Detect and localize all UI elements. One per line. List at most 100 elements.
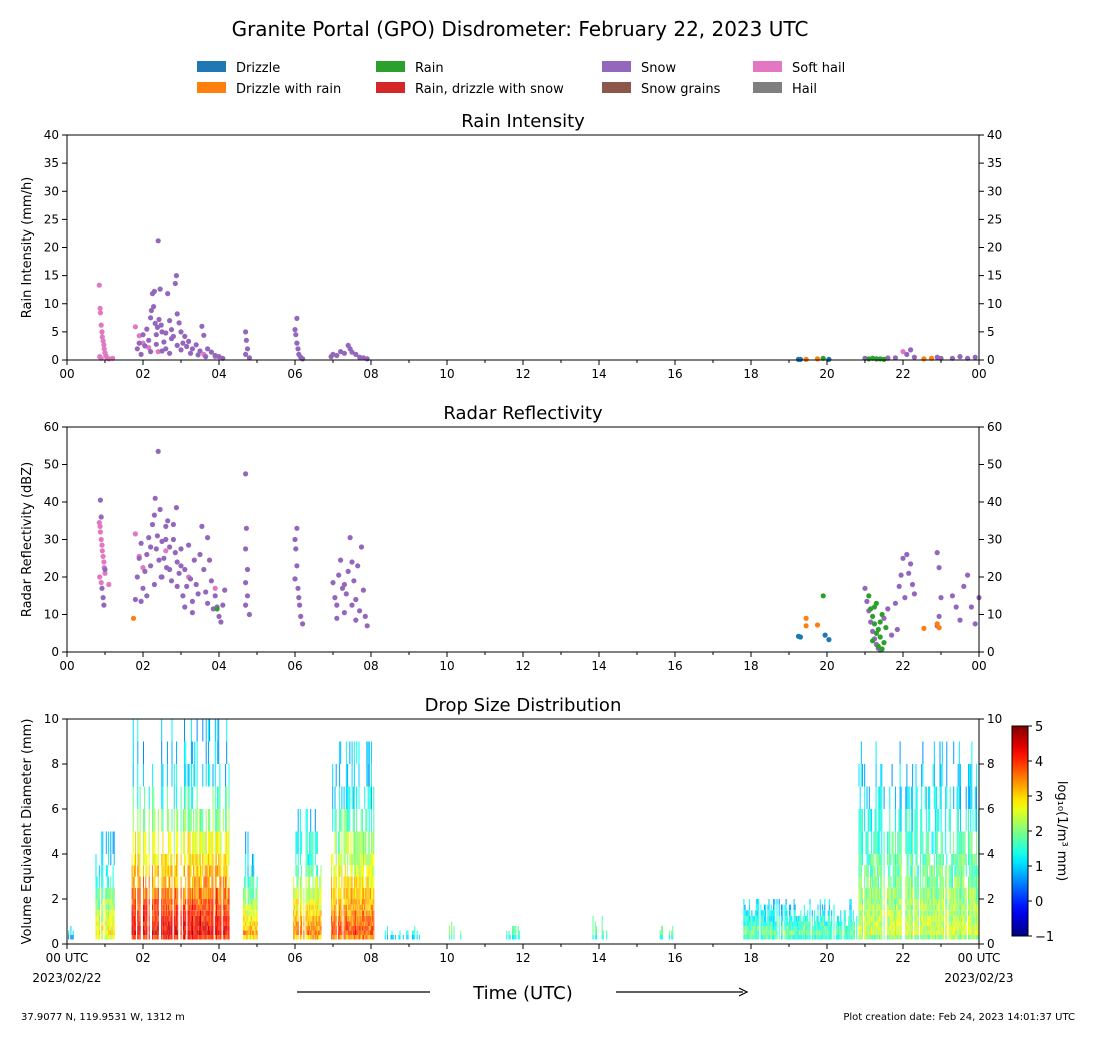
heatmap-cell — [357, 904, 359, 911]
heatmap-cell — [341, 935, 343, 940]
heatmap-cell — [360, 915, 362, 922]
data-point — [182, 566, 188, 573]
heatmap-cell — [138, 915, 140, 922]
heatmap-cell — [225, 876, 227, 888]
heatmap-cell — [897, 876, 899, 888]
heatmap-cell — [165, 865, 167, 877]
heatmap-cell — [315, 926, 317, 931]
heatmap-cell — [831, 910, 833, 916]
heatmap-cell — [945, 935, 947, 940]
heatmap-cell — [334, 921, 336, 926]
heatmap-cell — [938, 930, 940, 935]
heatmap-cell — [451, 935, 453, 940]
heatmap-cell — [154, 865, 156, 877]
heatmap-cell — [201, 865, 203, 877]
heatmap-cell — [197, 904, 199, 911]
heatmap-cell — [962, 930, 964, 935]
heatmap-cell — [297, 876, 299, 888]
heatmap-cell — [177, 926, 179, 931]
heatmap-cell — [320, 899, 322, 905]
heatmap-cell — [906, 904, 908, 911]
heatmap-cell — [858, 809, 860, 832]
heatmap-cell — [138, 887, 140, 900]
heatmap-cell — [933, 865, 935, 877]
heatmap-cell — [807, 926, 809, 931]
heatmap-cell — [358, 915, 360, 922]
heatmap-cell — [132, 910, 134, 916]
heatmap-cell — [228, 899, 230, 905]
heatmap-cell — [769, 930, 771, 935]
heatmap-cell — [209, 921, 211, 926]
heatmap-cell — [359, 930, 361, 935]
heatmap-cell — [879, 786, 881, 809]
heatmap-cell — [313, 915, 315, 922]
heatmap-cell — [135, 915, 136, 922]
heatmap-cell — [293, 926, 295, 931]
heatmap-cell — [797, 926, 798, 931]
heatmap-cell — [196, 786, 198, 809]
heatmap-cell — [152, 935, 154, 940]
heatmap-cell — [907, 865, 909, 877]
heatmap-cell — [924, 876, 926, 888]
heatmap-cell — [347, 865, 349, 877]
heatmap-cell — [660, 930, 662, 935]
heatmap-cell — [108, 887, 109, 900]
heatmap-cell — [962, 910, 964, 916]
heatmap-cell — [963, 904, 965, 911]
heatmap-cell — [860, 809, 862, 832]
heatmap-cell — [976, 915, 977, 922]
heatmap-cell — [320, 915, 322, 922]
heatmap-cell — [364, 915, 366, 922]
heatmap-cell — [940, 786, 942, 809]
heatmap-cell — [104, 910, 106, 916]
heatmap-cell — [866, 831, 868, 854]
heatmap-cell — [865, 921, 867, 926]
heatmap-cell — [299, 887, 301, 900]
heatmap-cell — [952, 915, 953, 922]
heatmap-cell — [908, 910, 910, 916]
heatmap-cell — [893, 926, 895, 931]
heatmap-cell — [746, 921, 748, 926]
colorbar-tick-label: 0 — [1035, 895, 1043, 910]
heatmap-cell — [318, 915, 320, 922]
x-tick-label: 22 — [895, 367, 910, 381]
heatmap-cell — [920, 854, 922, 866]
heatmap-cell — [372, 899, 374, 905]
heatmap-cell — [749, 930, 751, 935]
heatmap-cell — [865, 930, 867, 935]
heatmap-cell — [312, 899, 314, 905]
heatmap-cell — [866, 865, 868, 877]
data-point — [871, 621, 878, 627]
heatmap-cell — [155, 926, 157, 931]
heatmap-cell — [372, 854, 374, 866]
heatmap-cell — [318, 899, 320, 905]
heatmap-cell — [182, 899, 184, 905]
heatmap-cell — [332, 930, 334, 935]
heatmap-cell — [355, 910, 356, 916]
heatmap-cell — [363, 935, 364, 940]
heatmap-cell — [887, 904, 888, 911]
heatmap-cell — [339, 854, 341, 866]
heatmap-cell — [335, 935, 337, 940]
heatmap-cell — [922, 915, 924, 922]
heatmap-cell — [317, 887, 318, 900]
heatmap-cell — [958, 865, 960, 877]
heatmap-cell — [823, 921, 825, 926]
heatmap-cell — [970, 935, 972, 940]
heatmap-cell — [875, 854, 877, 866]
heatmap-cell — [373, 854, 375, 866]
heatmap-cell — [209, 876, 211, 888]
heatmap-cell — [145, 921, 147, 926]
heatmap-cell — [166, 854, 168, 866]
heatmap-cell — [109, 904, 111, 911]
heatmap-cell — [317, 915, 318, 922]
data-point — [243, 580, 249, 586]
data-point — [336, 572, 342, 578]
heatmap-cell — [848, 926, 850, 931]
heatmap-cell — [351, 786, 353, 809]
data-point — [957, 354, 963, 360]
heatmap-cell — [155, 854, 157, 866]
heatmap-cell — [166, 865, 168, 877]
heatmap-cell — [920, 809, 922, 832]
heatmap-cell — [758, 904, 760, 911]
